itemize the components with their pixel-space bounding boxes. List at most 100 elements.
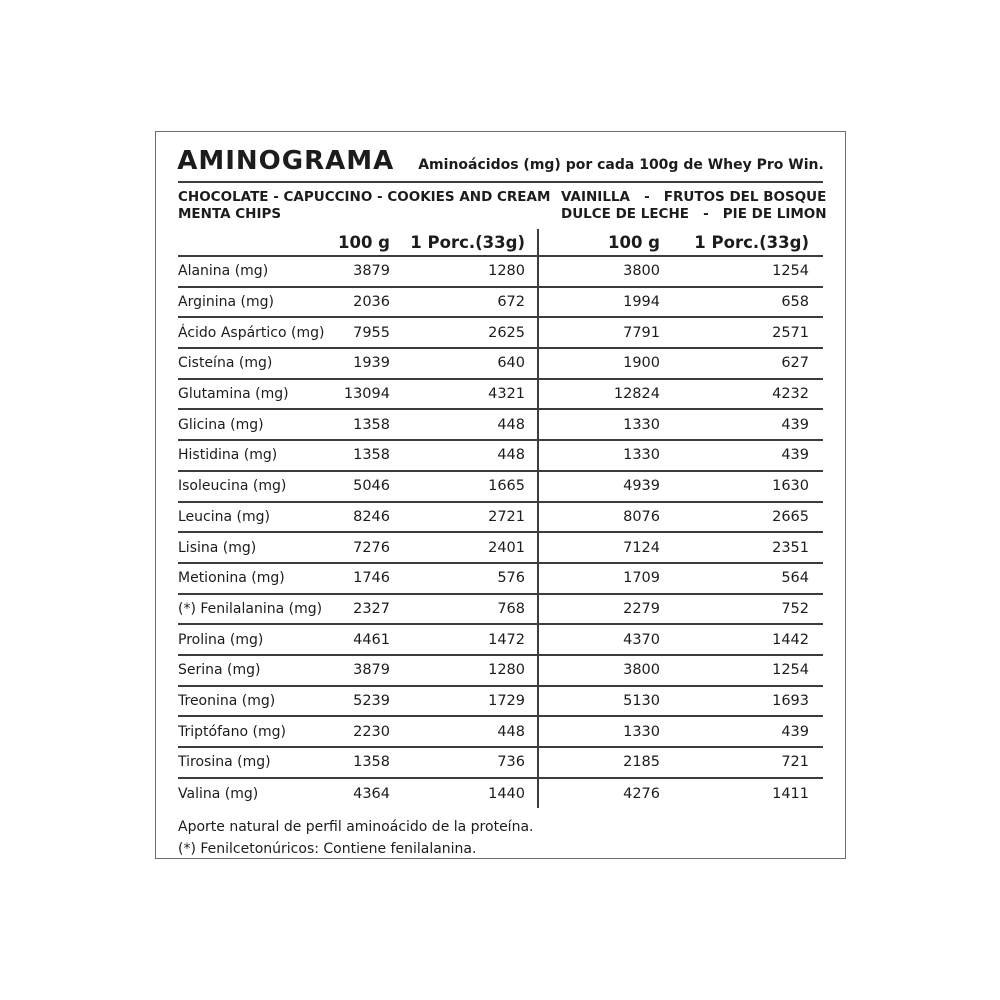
value-cell-left-porc: 736 (390, 746, 539, 778)
amino-name-cell: Isoleucina (mg) (178, 469, 338, 502)
footnote-line: (*) Fenilcetonúricos: Contiene fenilalan… (178, 841, 477, 858)
flavor-line: VAINILLA - FRUTOS DEL BOSQUE (561, 189, 827, 205)
table-row: Leucina (mg) 8246 2721 8076 2665 (178, 500, 823, 533)
table-row: Valina (mg) 4364 1440 4276 1411 (178, 776, 823, 809)
value-cell-right-porc: 1411 (660, 776, 823, 809)
amino-name-cell: (*) Fenilalanina (mg) (178, 592, 338, 625)
value-cell-right-porc: 4232 (660, 377, 823, 410)
value-cell-left-porc: 1440 (390, 776, 539, 809)
value-cell-right-porc: 2665 (660, 500, 823, 533)
value-cell-right-100g: 8076 (538, 500, 660, 533)
table-row: Metionina (mg) 1746 576 1709 564 (178, 561, 823, 594)
value-cell-right-porc: 2351 (660, 531, 823, 563)
value-cell-left-100g: 5239 (338, 684, 390, 717)
header: AMINOGRAMA Aminoácidos (mg) por cada 100… (177, 142, 824, 176)
table-row: Ácido Aspártico (mg) 7955 2625 7791 2571 (178, 316, 823, 349)
value-cell-right-porc: 658 (660, 285, 823, 318)
amino-name-cell: Glutamina (mg) (178, 377, 338, 410)
value-cell-left-100g: 7276 (338, 531, 390, 563)
value-cell-left-100g: 4364 (338, 776, 390, 809)
value-cell-right-porc: 439 (660, 715, 823, 747)
column-header-100g-right: 100 g (538, 229, 660, 257)
value-cell-left-100g: 8246 (338, 500, 390, 533)
amino-name-cell: Treonina (mg) (178, 684, 338, 717)
value-cell-left-100g: 1358 (338, 439, 390, 471)
value-cell-left-100g: 1939 (338, 347, 390, 379)
value-cell-left-porc: 4321 (390, 377, 539, 410)
table-row: Glicina (mg) 1358 448 1330 439 (178, 408, 823, 441)
value-cell-left-100g: 1746 (338, 561, 390, 594)
table-row: Serina (mg) 3879 1280 3800 1254 (178, 653, 823, 686)
value-cell-left-porc: 448 (390, 715, 539, 747)
value-cell-right-porc: 1254 (660, 653, 823, 686)
page-subtitle: Aminoácidos (mg) por cada 100g de Whey P… (418, 157, 824, 173)
value-cell-left-porc: 1472 (390, 623, 539, 655)
value-cell-left-porc: 1729 (390, 684, 539, 717)
value-cell-right-100g: 2279 (538, 592, 660, 625)
title-divider (178, 181, 823, 183)
value-cell-right-100g: 7124 (538, 531, 660, 563)
table-row: Glutamina (mg) 13094 4321 12824 4232 (178, 377, 823, 410)
flavor-line: DULCE DE LECHE - PIE DE LIMON (561, 205, 827, 222)
value-cell-left-100g: 3879 (353, 263, 390, 280)
amino-name-cell: Leucina (mg) (178, 500, 338, 533)
flavor-group-headers: CHOCOLATE - CAPUCCINO - COOKIES AND CREA… (178, 183, 827, 229)
table-row: Tirosina (mg) 1358 736 2185 721 (178, 746, 823, 778)
value-cell-right-porc: 721 (660, 746, 823, 778)
table-row: Prolina (mg) 4461 1472 4370 1442 (178, 623, 823, 655)
table-row: Treonina (mg) 5239 1729 5130 1693 (178, 684, 823, 717)
value-cell-left-100g: 1358 (338, 408, 390, 441)
value-cell-right-porc: 564 (660, 561, 823, 594)
value-cell-left-porc: 2721 (390, 500, 539, 533)
value-cell-right-100g: 2185 (538, 746, 660, 778)
value-cell-right-100g: 4939 (538, 469, 660, 502)
value-cell-left-porc: 640 (390, 347, 539, 379)
value-cell-left-porc: 672 (390, 285, 539, 318)
footnote-line: Aporte natural de perfil aminoácido de l… (178, 819, 534, 836)
value-cell-right-porc: 1254 (772, 263, 809, 280)
table-row: Cisteína (mg) 1939 640 1900 627 (178, 347, 823, 379)
table-row: Triptófano (mg) 2230 448 1330 439 (178, 715, 823, 747)
value-cell-right-100g: 1330 (538, 408, 660, 441)
flavor-group-chocolate: CHOCOLATE - CAPUCCINO - COOKIES AND CREA… (178, 189, 550, 229)
table-row: Alanina (mg) 3879 1280 3800 1254 (178, 256, 823, 287)
column-header-row: 100 g 1 Porc.(33g) 100 g 1 Porc.(33g) (178, 229, 823, 257)
value-cell-right-porc: 752 (660, 592, 823, 625)
column-header-porc-right: 1 Porc.(33g) (660, 229, 823, 257)
amino-name-cell: Valina (mg) (178, 776, 338, 809)
value-cell-right-porc: 1630 (660, 469, 823, 502)
value-cell-right-porc: 1442 (660, 623, 823, 655)
value-cell-right-100g: 3800 (538, 653, 660, 686)
page-title: AMINOGRAMA (177, 146, 395, 176)
table-row: Arginina (mg) 2036 672 1994 658 (178, 285, 823, 318)
value-cell-left-porc: 1665 (390, 469, 539, 502)
value-cell-right-100g: 12824 (538, 377, 660, 410)
flavor-group-vainilla: VAINILLA - FRUTOS DEL BOSQUE DULCE DE LE… (561, 189, 827, 229)
value-cell-left-100g: 7955 (338, 316, 390, 349)
value-cell-right-100g: 1709 (538, 561, 660, 594)
value-cell-right-porc: 439 (660, 439, 823, 471)
table-row: (*) Fenilalanina (mg) 2327 768 2279 752 (178, 592, 823, 625)
value-cell-right-porc: 1693 (660, 684, 823, 717)
amino-name-cell: Prolina (mg) (178, 623, 338, 655)
value-cell-left-porc: 448 (390, 408, 539, 441)
amino-name-cell: Alanina (mg) (178, 263, 269, 280)
footnotes: Aporte natural de perfil aminoácido de l… (178, 817, 823, 860)
value-cell-left-100g: 13094 (338, 377, 390, 410)
amino-table-header: 100 g 1 Porc.(33g) 100 g 1 Porc.(33g) (178, 229, 823, 257)
amino-table-body: Alanina (mg) 3879 1280 3800 1254 Arginin… (178, 256, 823, 809)
amino-name-cell: Serina (mg) (178, 653, 338, 686)
flavor-line: MENTA CHIPS (178, 205, 282, 222)
amino-name-cell: Metionina (mg) (178, 561, 338, 594)
amino-name-cell: Glicina (mg) (178, 408, 338, 441)
value-cell-right-porc: 439 (660, 408, 823, 441)
column-header-porc-left: 1 Porc.(33g) (390, 229, 539, 257)
value-cell-right-100g: 1330 (538, 439, 660, 471)
value-cell-right-100g: 1900 (538, 347, 660, 379)
value-cell-right-100g: 7791 (538, 316, 660, 349)
table-row: Isoleucina (mg) 5046 1665 4939 1630 (178, 469, 823, 502)
aminogram-card: AMINOGRAMA Aminoácidos (mg) por cada 100… (155, 131, 846, 859)
amino-name-cell: Arginina (mg) (178, 285, 338, 318)
value-cell-left-porc: 576 (390, 561, 539, 594)
